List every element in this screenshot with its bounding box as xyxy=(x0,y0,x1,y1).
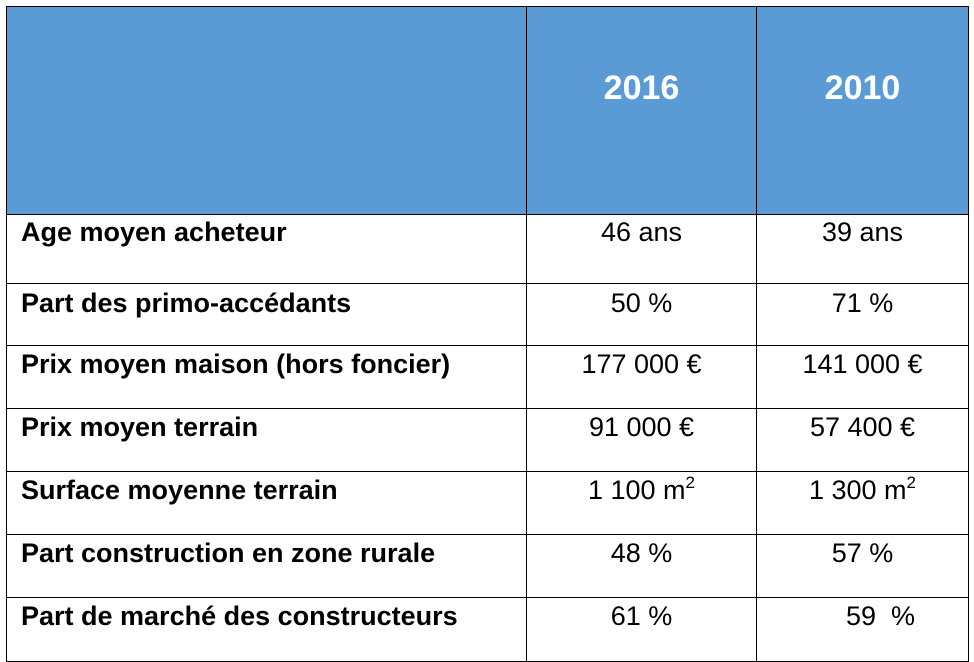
value-2010-text: 59 % xyxy=(845,601,916,631)
table-row: Part de marché des constructeurs 61 % 59… xyxy=(6,597,969,662)
value-2010: 59 % xyxy=(756,597,969,662)
value-2016: 91 000 € xyxy=(526,408,757,472)
value-2016: 50 % xyxy=(526,283,757,346)
value-2010-text: 1 300 m xyxy=(808,475,907,505)
value-2016: 46 ans xyxy=(526,214,757,284)
header-empty-cell xyxy=(6,6,527,215)
row-label: Part de marché des constructeurs xyxy=(6,597,527,662)
table-row: Prix moyen maison (hors foncier) 177 000… xyxy=(6,345,969,409)
value-2016: 177 000 € xyxy=(526,345,757,409)
superscript: 2 xyxy=(906,473,917,492)
row-label: Surface moyenne terrain xyxy=(6,471,527,535)
header-2010-label: 2010 xyxy=(824,69,901,107)
row-label: Part des primo-accédants xyxy=(6,283,527,346)
table-row: Surface moyenne terrain 1 100 m2 1 300 m… xyxy=(6,471,969,535)
superscript: 2 xyxy=(685,473,696,492)
value-2010: 57 400 € xyxy=(756,408,969,472)
table-row: Part construction en zone rurale 48 % 57… xyxy=(6,534,969,598)
comparison-table: 2016 2010 Age moyen acheteur 46 ans 39 a… xyxy=(6,6,969,662)
header-2010: 2010 xyxy=(756,6,969,215)
value-2010: 71 % xyxy=(756,283,969,346)
value-2016: 61 % xyxy=(526,597,757,662)
table-row: Prix moyen terrain 91 000 € 57 400 € xyxy=(6,408,969,472)
value-2016: 1 100 m2 xyxy=(526,471,757,535)
header-row: 2016 2010 xyxy=(6,6,969,215)
value-2016-text: 1 100 m xyxy=(587,475,686,505)
row-label: Prix moyen maison (hors foncier) xyxy=(6,345,527,409)
row-label: Part construction en zone rurale xyxy=(6,534,527,598)
value-2010: 57 % xyxy=(756,534,969,598)
value-2016: 48 % xyxy=(526,534,757,598)
header-2016: 2016 xyxy=(526,6,757,215)
value-2010: 39 ans xyxy=(756,214,969,284)
table-row: Age moyen acheteur 46 ans 39 ans xyxy=(6,214,969,284)
value-2010: 141 000 € xyxy=(756,345,969,409)
comparison-table-container: 2016 2010 Age moyen acheteur 46 ans 39 a… xyxy=(6,6,969,662)
header-2016-label: 2016 xyxy=(603,69,680,107)
table-row: Part des primo-accédants 50 % 71 % xyxy=(6,283,969,346)
value-2010: 1 300 m2 xyxy=(756,471,969,535)
row-label: Age moyen acheteur xyxy=(6,214,527,284)
row-label: Prix moyen terrain xyxy=(6,408,527,472)
